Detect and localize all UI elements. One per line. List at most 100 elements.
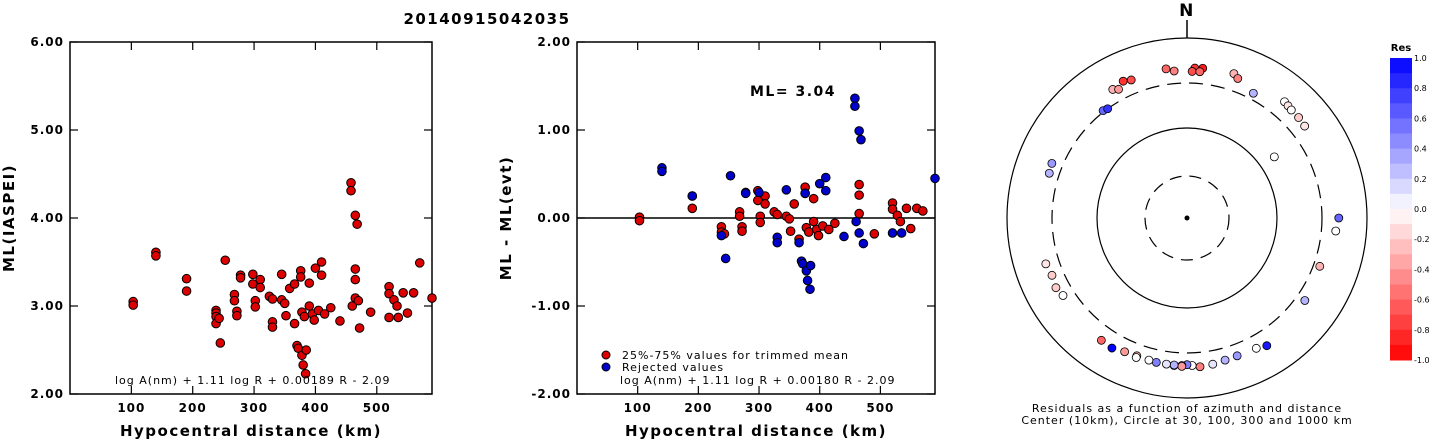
residual-colorbar: Res 1.0 0.8 0.6 0.4 0.2 0.0 -0.2 -0.4 -0.6 -0.8 -1… bbox=[1390, 43, 1430, 365]
left-x-tick-label: 200 bbox=[179, 401, 207, 415]
colorbar-tick-label: -0.8 bbox=[1414, 326, 1430, 335]
left-data-point bbox=[151, 251, 161, 261]
polar-data-point bbox=[1232, 351, 1242, 361]
left-data-point bbox=[255, 274, 266, 285]
middle-data-point bbox=[784, 214, 795, 224]
colorbar-cell bbox=[1390, 329, 1412, 346]
left-data-point bbox=[295, 272, 306, 282]
middle-data-point bbox=[858, 238, 869, 249]
middle-data-point bbox=[720, 253, 731, 264]
left-data-point bbox=[300, 368, 311, 379]
polar-data-point bbox=[1118, 76, 1128, 86]
colorbar-cell bbox=[1390, 178, 1412, 195]
left-plot-frame bbox=[69, 41, 433, 395]
middle-data-point bbox=[808, 216, 819, 227]
middle-x-tick-label: 500 bbox=[866, 401, 894, 415]
middle-data-point bbox=[805, 260, 816, 271]
middle-data-point bbox=[800, 188, 810, 199]
colorbar-cell bbox=[1390, 314, 1412, 331]
left-data-point bbox=[346, 178, 356, 188]
left-data-point bbox=[354, 323, 365, 333]
polar-data-point bbox=[1047, 159, 1057, 168]
middle-data-point bbox=[737, 226, 747, 236]
middle-data-point bbox=[918, 206, 928, 216]
left-data-point bbox=[220, 255, 231, 266]
colorbar-cell bbox=[1390, 193, 1412, 210]
middle-residual-panel: -2.00 -1.00 0.00 1.00 2.00 100 200 300 400 500 M… bbox=[497, 35, 940, 440]
colorbar-cell bbox=[1390, 239, 1412, 255]
north-label: N bbox=[1179, 1, 1195, 21]
left-x-tick-label: 400 bbox=[301, 401, 329, 415]
colorbar-ticks: 1.0 0.8 0.6 0.4 0.2 0.0 -0.2 -0.4 -0.6 -0.8 -1.0 bbox=[1414, 54, 1430, 365]
middle-data-point bbox=[657, 166, 667, 177]
middle-data-point bbox=[734, 211, 745, 222]
left-y-tick-label: 4.00 bbox=[30, 211, 64, 225]
left-data-point bbox=[325, 302, 336, 313]
colorbar-tick-label: -0.6 bbox=[1414, 296, 1430, 305]
circle-30km bbox=[1144, 175, 1230, 261]
left-data-point bbox=[229, 295, 240, 306]
colorbar-cell bbox=[1390, 209, 1412, 225]
middle-data-point bbox=[901, 203, 912, 214]
middle-data-point bbox=[740, 188, 751, 199]
colorbar-cell bbox=[1390, 254, 1412, 270]
colorbar-cell bbox=[1390, 299, 1412, 316]
left-y-ticks: 2.00 3.00 4.00 5.00 6.00 bbox=[30, 35, 432, 401]
left-y-tick-label: 2.00 bbox=[30, 387, 64, 401]
left-data-point bbox=[279, 298, 290, 309]
middle-data-point bbox=[839, 231, 849, 242]
middle-data-point bbox=[854, 126, 864, 136]
left-data-point bbox=[352, 219, 362, 229]
left-y-tick-label: 3.00 bbox=[30, 299, 64, 313]
middle-data-point bbox=[869, 229, 880, 239]
polar-data-point bbox=[1286, 105, 1296, 115]
left-x-axis-label: Hypocentral distance (km) bbox=[120, 422, 382, 440]
middle-data-point bbox=[802, 275, 813, 286]
left-data-point bbox=[384, 312, 394, 323]
middle-data-point bbox=[851, 216, 861, 227]
left-data-point bbox=[214, 313, 224, 324]
left-data-point bbox=[255, 282, 266, 293]
legend-marker-trimmed bbox=[601, 350, 611, 360]
colorbar-tick-label: -0.4 bbox=[1414, 265, 1430, 274]
ml-annotation: ML= 3.04 bbox=[750, 84, 836, 100]
middle-data-point bbox=[854, 190, 864, 200]
polar-data-point bbox=[1187, 67, 1197, 76]
left-data-point bbox=[319, 309, 330, 319]
left-data-point bbox=[335, 316, 345, 326]
left-data-point bbox=[350, 264, 361, 274]
middle-x-tick-label: 400 bbox=[806, 401, 834, 415]
left-data-point bbox=[276, 269, 287, 280]
polar-data-point bbox=[1300, 296, 1310, 305]
polar-data-point bbox=[1120, 347, 1130, 357]
left-y-tick-label: 6.00 bbox=[30, 35, 64, 49]
polar-data-point bbox=[1195, 362, 1205, 372]
polar-data-point bbox=[1248, 88, 1258, 98]
polar-data-point bbox=[1169, 360, 1179, 370]
left-data-point bbox=[304, 301, 315, 311]
middle-data-point bbox=[755, 217, 766, 228]
center-point bbox=[1184, 215, 1190, 221]
polar-data-point bbox=[1300, 121, 1310, 131]
polar-data-point bbox=[1294, 113, 1303, 122]
middle-data-point bbox=[814, 178, 825, 189]
colorbar-tick-label: 0.2 bbox=[1414, 175, 1427, 184]
colorbar-cell bbox=[1390, 344, 1412, 361]
polar-data-points bbox=[1041, 63, 1344, 372]
left-magnitude-panel: 2.00 3.00 4.00 5.00 6.00 100 200 300 400 500 log… bbox=[0, 35, 437, 440]
left-data-point bbox=[408, 288, 419, 298]
middle-x-tick-label: 200 bbox=[684, 401, 712, 415]
colorbar-cell bbox=[1390, 73, 1412, 89]
colorbar-tick-label: 0.4 bbox=[1414, 145, 1427, 154]
polar-data-point bbox=[1233, 74, 1243, 83]
left-data-point bbox=[289, 318, 300, 329]
colorbar-cell bbox=[1390, 103, 1412, 119]
colorbar-cell bbox=[1390, 224, 1412, 240]
colorbar-title: Res bbox=[1391, 43, 1411, 54]
polar-data-point bbox=[1269, 152, 1279, 162]
left-data-point bbox=[350, 210, 361, 221]
middle-x-ticks: 100 200 300 400 500 bbox=[624, 42, 894, 415]
polar-data-point bbox=[1262, 341, 1272, 351]
left-data-point bbox=[316, 270, 327, 281]
left-data-point bbox=[215, 338, 226, 348]
